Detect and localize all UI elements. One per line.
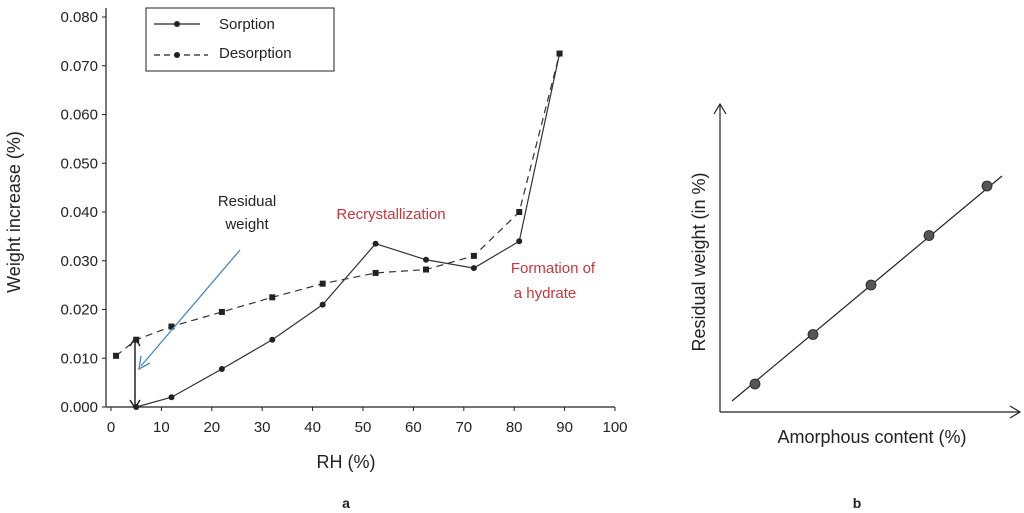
chart-a-y-tick-label: 0.080 [60,9,98,26]
chart-b-point [981,180,993,192]
series-desorption-point [372,269,379,276]
chart-a-x-tick-label: 10 [153,419,170,436]
chart-a-y-tick-label: 0.020 [60,302,98,319]
chart-a-x-tick-label: 50 [355,419,372,436]
series-desorption-point [269,294,276,301]
chart-a-y-tick-label: 0.040 [60,204,98,221]
series-sorption-point [269,336,276,343]
chart-a-y-axis-title: Weight increase (%) [4,131,24,293]
chart-a-x-axis-title: RH (%) [317,452,376,472]
panel-label-b: b [853,495,862,511]
chart-b-x-axis-title: Amorphous content (%) [777,427,966,447]
chart-a-x-tick-label: 20 [203,419,220,436]
chart-a-legend: Sorption Desorption [145,7,335,72]
chart-a-y-tick-label: 0.030 [60,253,98,270]
series-desorption-point [218,308,225,315]
series-sorption-point [319,301,326,308]
series-sorption-point [168,394,175,401]
chart-a-x-tick-label: 40 [304,419,321,436]
series-desorption-point [113,352,120,359]
annotation-residual-line2: weight [224,216,269,233]
chart-b-point [923,230,935,241]
chart-a-x-tick-label: 70 [455,419,472,436]
chart-a-x-tick-label: 0 [107,419,115,436]
series-desorption-point [319,280,326,287]
annotation-recrystallization: Recrystallization [336,206,445,223]
chart-a-x-tick-label: 80 [506,419,523,436]
residual-double-arrow-head-top [129,336,141,347]
legend-sorption-marker [174,21,180,27]
legend-desorption-marker [174,52,180,58]
series-desorption-point [423,266,429,273]
chart-b-x-axis-arrowhead [1009,405,1022,419]
series-sorption-point [470,265,477,272]
chart-b-point [749,378,761,390]
series-sorption-line [136,53,561,408]
chart-a-y-tick-label: 0.050 [60,155,98,172]
legend-desorption-label: Desorption [219,45,292,62]
panel-label-a: a [342,495,350,511]
legend-sorption-label: Sorption [219,16,275,33]
chart-b: Amorphous content (%) Residual weight (i… [689,102,1022,511]
annotation-hydrate-line2: a hydrate [514,285,577,302]
chart-a-y-tick-label: 0.070 [60,58,98,75]
residual-pointer-arrowhead [138,355,151,371]
legend-box [145,7,335,72]
series-sorption-point [423,256,429,263]
chart-a-y-tick-label: 0.060 [60,107,98,124]
chart-a-y-tick-label: 0.000 [60,399,98,416]
chart-b-y-axis-arrowhead [713,102,727,115]
series-desorption-point [168,323,175,330]
chart-a-y-tick-label: 0.010 [60,350,98,367]
residual-pointer-arrow [140,249,241,367]
series-desorption-point [516,209,523,215]
residual-double-arrow-head-bottom [129,399,141,410]
series-desorption-point [470,252,477,259]
chart-a-x-tick-label: 90 [556,419,573,436]
chart-b-point [807,329,819,340]
series-sorption-point [516,238,523,245]
annotation-hydrate-line1: Formation of [511,260,596,277]
series-sorption-point [372,240,379,247]
series-desorption-line [115,53,561,357]
series-sorption-point [218,365,225,372]
chart-a-x-tick-label: 60 [405,419,422,436]
series-desorption-point [556,50,563,57]
annotation-residual-line1: Residual [218,193,276,210]
chart-b-y-axis-title: Residual weight (in %) [689,172,709,351]
chart-b-point [865,279,877,291]
chart-a: 0.000 0.010 0.020 0.030 0.040 0.050 0.060 0.070… [4,7,628,511]
chart-a-x-tick-label: 30 [254,419,271,436]
chart-a-x-tick-label: 100 [602,419,627,436]
